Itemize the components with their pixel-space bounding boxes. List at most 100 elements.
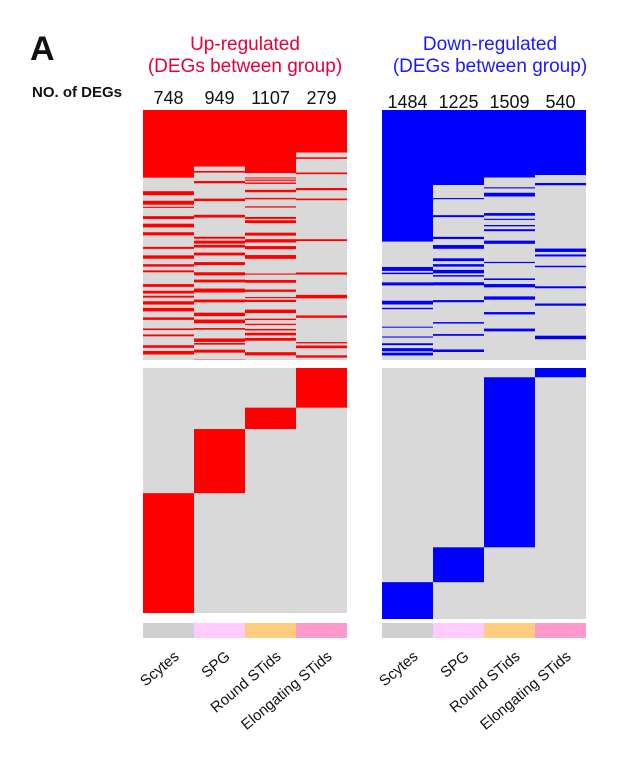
down-specific-block-0 — [382, 582, 433, 619]
up-col-3-stripe — [296, 157, 347, 159]
down-title-line-2: (DEGs between group) — [392, 56, 588, 77]
up-col-1-stripe — [194, 170, 245, 173]
up-col-1-stripe — [194, 262, 245, 266]
up-specific-block-0 — [143, 493, 194, 613]
down-total-degs-3: 540 — [545, 92, 576, 112]
up-col-2-stripe — [245, 189, 296, 193]
up-col-0-stripe — [143, 334, 194, 337]
down-group-color-3 — [535, 623, 586, 638]
down-group-color-2 — [484, 623, 535, 638]
up-col-0-stripe — [143, 255, 194, 259]
up-col-1-stripe — [194, 165, 245, 167]
down-col-2-stripe — [484, 225, 535, 227]
up-col-1-stripe — [194, 349, 245, 353]
down-col-0-stripe — [382, 307, 433, 310]
up-col-1-stripe — [194, 319, 245, 324]
up-col-2-stripe — [245, 255, 296, 259]
up-col-1-stripe — [194, 338, 245, 342]
down-col-0-stripe — [382, 348, 433, 352]
down-total-degs-0: 1484 — [387, 92, 428, 112]
down-col-0-stripe — [382, 343, 433, 346]
up-specific-block-2 — [245, 407, 296, 430]
up-col-1-stripe — [194, 288, 245, 293]
down-col-2-stripe — [484, 187, 535, 189]
down-col-2-stripe — [484, 192, 535, 197]
up-col-3-stripe — [296, 294, 347, 299]
up-col-2-stripe — [245, 318, 296, 321]
up-total-degs-1: 949 — [204, 88, 235, 108]
down-col-3-solid — [535, 110, 586, 175]
down-col-0-stripe — [382, 240, 433, 242]
up-col-3-stripe — [296, 315, 347, 318]
down-col-1-stripe — [433, 275, 484, 277]
up-group-color-0 — [143, 623, 194, 638]
down-col-0-stripe — [382, 352, 433, 356]
down-col-3-stripe — [535, 248, 586, 252]
up-col-0-stripe — [143, 317, 194, 320]
up-group-color-1 — [194, 623, 245, 638]
up-col-2-stripe — [245, 170, 296, 174]
down-col-3-stripe — [535, 182, 586, 186]
down-col-1-stripe — [433, 258, 484, 262]
down-col-0-stripe — [382, 282, 433, 286]
up-col-2-stripe — [245, 297, 296, 299]
up-col-3-stripe — [296, 355, 347, 358]
down-col-1-stripe — [433, 282, 484, 286]
down-col-2-stripe — [484, 328, 535, 332]
up-title-line-2: (DEGs between group) — [147, 56, 343, 77]
down-col-1-stripe — [433, 236, 484, 240]
up-col-0-stripe — [143, 270, 194, 273]
up-col-3-stripe — [296, 172, 347, 175]
down-col-0-stripe — [382, 336, 433, 338]
down-col-1-stripe — [433, 269, 484, 274]
up-group-color-3 — [296, 623, 347, 638]
up-col-0-stripe — [143, 350, 194, 355]
up-col-0-stripe — [143, 328, 194, 331]
up-col-0-stripe — [143, 345, 194, 348]
up-col-2-solid — [245, 110, 296, 170]
down-col-2-stripe — [484, 240, 535, 244]
up-col-3-stripe — [296, 342, 347, 344]
down-col-2-stripe — [484, 229, 535, 232]
down-col-1-stripe — [433, 198, 484, 200]
up-col-0-solid — [143, 110, 194, 175]
up-col-2-stripe — [245, 309, 296, 314]
up-title-line-1: Up-regulated — [190, 34, 300, 55]
panel-letter: A — [30, 30, 55, 68]
up-total-degs-0: 748 — [153, 88, 184, 108]
down-specific-block-2 — [484, 377, 535, 548]
down-col-1-stripe — [433, 322, 484, 324]
up-total-degs-2: 1107 — [251, 88, 290, 108]
down-col-0-stripe — [382, 266, 433, 271]
up-col-1-stripe — [194, 240, 245, 244]
up-col-0-stripe — [143, 206, 194, 208]
up-col-1-stripe — [194, 198, 245, 202]
up-col-1-stripe — [194, 214, 245, 218]
down-col-3-stripe — [535, 335, 586, 340]
up-col-2-stripe — [245, 182, 296, 184]
down-col-2-solid — [484, 110, 535, 178]
up-col-0-stripe — [143, 223, 194, 228]
down-regulated-title: Down-regulated (DEGs between group) — [360, 34, 620, 78]
up-total-degs-3: 279 — [306, 88, 337, 108]
down-col-2-stripe — [484, 213, 535, 216]
up-col-0-stripe — [143, 246, 194, 249]
down-group-color-1 — [433, 623, 484, 638]
up-col-1-stripe — [194, 312, 245, 317]
up-col-2-stripe — [245, 352, 296, 356]
up-col-2-stripe — [245, 177, 296, 179]
down-col-3-stripe — [535, 303, 586, 306]
up-group-color-2 — [245, 623, 296, 638]
down-col-3-stripe — [535, 254, 586, 257]
down-col-1-stripe — [433, 300, 484, 303]
up-specific-block-3 — [296, 368, 347, 408]
up-col-1-stripe — [194, 328, 245, 330]
up-col-2-stripe — [245, 179, 296, 181]
up-col-2-stripe — [245, 239, 296, 243]
up-col-2-stripe — [245, 332, 296, 336]
down-col-2-stripe — [484, 261, 535, 264]
up-col-2-stripe — [245, 328, 296, 331]
up-col-2-stripe — [245, 279, 296, 283]
down-col-2-stripe — [484, 312, 535, 315]
down-col-1-stripe — [433, 349, 484, 352]
